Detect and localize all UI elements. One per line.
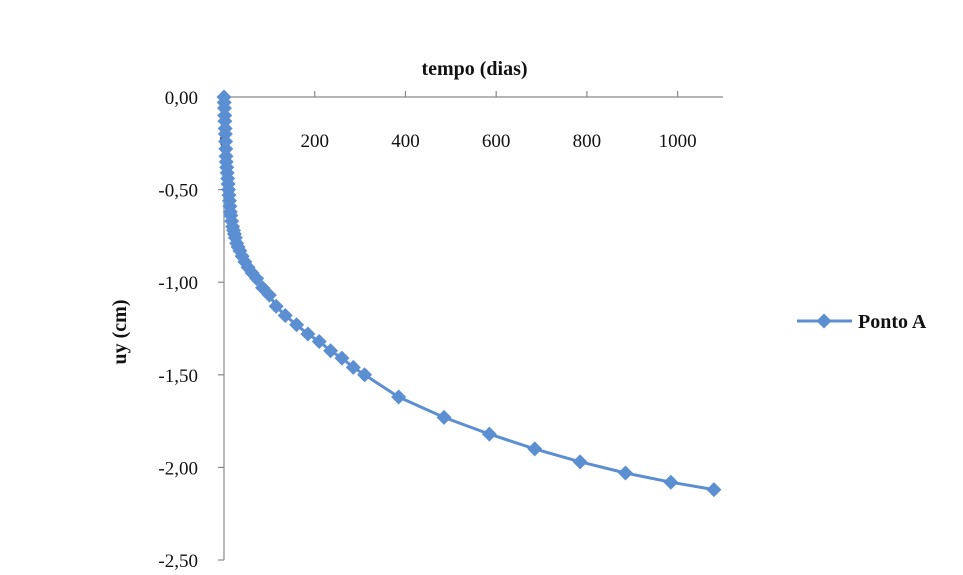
data-point — [436, 409, 452, 425]
x-ticks: 02004006008001000 — [219, 91, 697, 152]
data-point — [311, 333, 327, 349]
x-tick-label: 200 — [300, 131, 329, 152]
data-point — [334, 350, 350, 366]
series-layer — [216, 89, 722, 498]
data-point — [572, 454, 588, 470]
data-point — [617, 465, 633, 481]
x-tick-label: 400 — [391, 131, 420, 152]
y-tick-label: -1,50 — [158, 366, 198, 387]
data-point — [300, 326, 316, 342]
data-point — [323, 343, 339, 359]
legend-diamond-marker — [816, 313, 832, 329]
data-point — [249, 270, 265, 286]
y-tick-label: -1,00 — [158, 273, 198, 294]
data-point — [706, 482, 722, 498]
data-point — [391, 389, 407, 405]
x-axis-title: tempo (dias) — [421, 58, 527, 80]
x-tick-label: 800 — [573, 131, 602, 152]
series-line — [222, 96, 715, 492]
data-point — [289, 317, 305, 333]
data-point — [261, 287, 277, 303]
y-axis-title: uy (cm) — [109, 300, 131, 365]
data-point — [277, 308, 293, 324]
y-tick-label: 0,00 — [165, 88, 198, 109]
data-point — [345, 359, 361, 375]
data-point — [357, 367, 373, 383]
data-point — [268, 298, 284, 314]
data-point — [663, 474, 679, 490]
y-tick-label: -2,00 — [158, 458, 198, 479]
y-tick-label: -2,50 — [158, 551, 198, 572]
data-point — [481, 426, 497, 442]
data-point — [217, 113, 233, 129]
x-tick-label: 1000 — [659, 131, 697, 152]
legend: Ponto A — [797, 311, 927, 333]
legend-label: Ponto A — [858, 311, 927, 333]
y-ticks: 0,00 -0,50 -1,00 -1,50 -2,00 -2,50 — [158, 88, 224, 572]
x-tick-label: 600 — [482, 131, 511, 152]
data-point — [527, 441, 543, 457]
y-tick-label: -0,50 — [158, 181, 198, 202]
